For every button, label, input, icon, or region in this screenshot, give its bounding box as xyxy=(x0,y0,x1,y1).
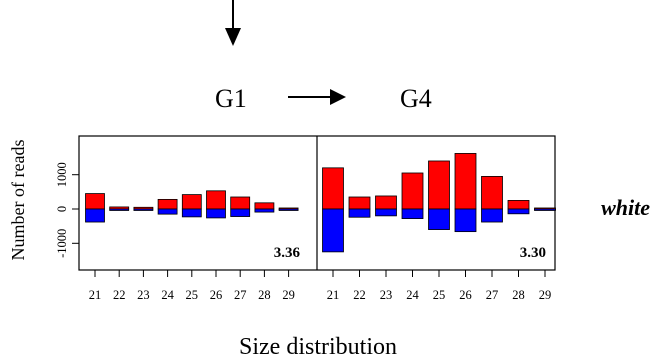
x-tick-label-g1-25: 25 xyxy=(186,288,199,302)
y-tick-label-1000: 1000 xyxy=(55,162,69,187)
bar-g4-29-negative xyxy=(534,208,556,211)
y-axis: 1000 0 -1000 xyxy=(55,162,80,258)
x-axis-title: Size distribution xyxy=(239,334,397,359)
bar-g1-28-negative xyxy=(254,208,275,213)
bar-g1-21-negative xyxy=(85,208,105,223)
x-tick-label-g4-22: 22 xyxy=(353,288,366,302)
bar-g1-25-negative xyxy=(181,208,202,218)
bar-g1-26-negative xyxy=(206,208,226,219)
x-tick-label-g4-25: 25 xyxy=(433,288,446,302)
x-tick-label-g1-21: 21 xyxy=(89,288,102,302)
bar-g4-26-positive xyxy=(454,153,477,210)
bar-g4-24-negative xyxy=(401,208,424,220)
bar-g1-26-positive xyxy=(206,190,226,210)
x-tick-label-g1-26: 26 xyxy=(210,288,223,302)
bar-g4-26-negative xyxy=(454,208,477,233)
y-axis-title: Number of reads xyxy=(8,140,28,261)
bar-g1-29-negative xyxy=(278,208,299,211)
bar-g1-25-positive xyxy=(181,194,202,210)
panel-label-g1: G1 xyxy=(215,84,247,113)
bar-g4-21-negative xyxy=(322,208,344,253)
bar-g4-27-positive xyxy=(481,176,503,210)
right-arrow-icon xyxy=(288,89,346,105)
bar-g4-23-positive xyxy=(375,195,397,210)
bar-g4-24-positive xyxy=(401,172,424,210)
bars-layer xyxy=(85,153,556,253)
x-tick-label-g4-21: 21 xyxy=(327,288,340,302)
x-tick-label-g4-24: 24 xyxy=(406,288,419,302)
x-tick-label-g4-27: 27 xyxy=(486,288,499,302)
gene-label-white: white xyxy=(601,195,650,220)
x-tick-label-g1-22: 22 xyxy=(113,288,126,302)
panel-label-g4: G4 xyxy=(400,84,432,113)
x-tick-label-g1-24: 24 xyxy=(161,288,174,302)
bar-g4-22-positive xyxy=(348,196,371,210)
panel-g4-value: 3.30 xyxy=(520,245,546,261)
y-tick-label-0: 0 xyxy=(55,206,69,212)
x-tick-label-g1-27: 27 xyxy=(234,288,247,302)
bar-g1-24-negative xyxy=(157,208,178,215)
bar-g4-28-negative xyxy=(507,208,530,215)
bar-g1-24-positive xyxy=(157,198,178,210)
bar-g4-25-positive xyxy=(428,160,450,210)
down-arrow-icon xyxy=(225,0,241,46)
bar-g1-27-negative xyxy=(230,208,251,217)
bar-g4-21-positive xyxy=(322,167,344,210)
bar-g4-28-positive xyxy=(507,200,530,210)
x-tick-label-g4-29: 29 xyxy=(539,288,552,302)
bar-g1-21-positive xyxy=(85,193,105,210)
x-tick-label-g4-23: 23 xyxy=(380,288,393,302)
bar-g1-28-positive xyxy=(254,202,275,210)
x-tick-label-g1-29: 29 xyxy=(282,288,295,302)
bar-g4-23-negative xyxy=(375,208,397,217)
bar-g4-25-negative xyxy=(428,208,450,230)
x-tick-label-g4-28: 28 xyxy=(512,288,525,302)
x-tick-label-g1-28: 28 xyxy=(258,288,271,302)
bar-g4-27-negative xyxy=(481,208,503,223)
bar-g1-23-negative xyxy=(133,208,154,211)
x-axis: 21 22 23 24 25 26 27 28 29 21 22 23 24 25 26 27 28 29 xyxy=(89,270,552,302)
panel-g1-value: 3.36 xyxy=(274,245,301,261)
y-tick-label--1000: -1000 xyxy=(55,229,69,258)
bar-g1-22-negative xyxy=(109,208,130,211)
x-tick-label-g1-23: 23 xyxy=(137,288,150,302)
bar-g1-27-positive xyxy=(230,196,251,210)
bar-g4-22-negative xyxy=(348,208,371,218)
x-tick-label-g4-26: 26 xyxy=(459,288,472,302)
